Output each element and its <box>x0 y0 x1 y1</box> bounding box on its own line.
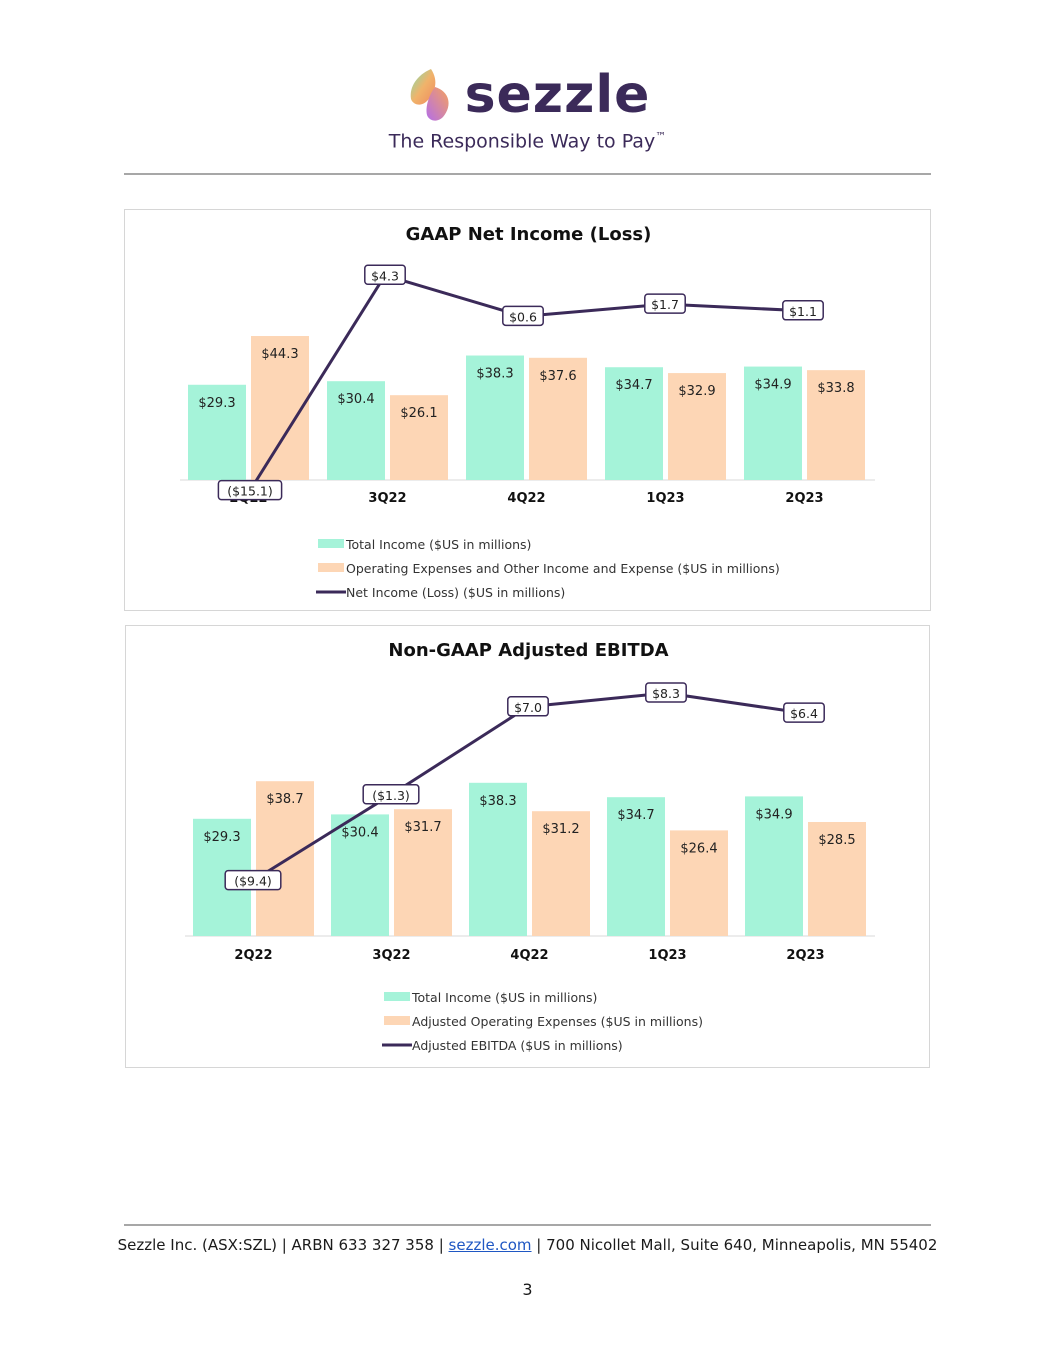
category-label-3q22: 3Q22 <box>368 491 406 506</box>
line-label-4q22: $7.0 <box>514 700 542 715</box>
footer-divider <box>124 1224 931 1226</box>
income-label-3q22: $30.4 <box>341 825 378 840</box>
line-label-2q23: $6.4 <box>790 706 818 721</box>
header-divider <box>124 173 931 175</box>
line-label-box-3q22 <box>364 264 406 286</box>
line-label-2q22: ($9.4) <box>234 874 272 889</box>
chart-title: GAAP Net Income (Loss) <box>406 224 652 245</box>
legend-swatch-1 <box>384 992 410 1001</box>
chart-title: Non-GAAP Adjusted EBITDA <box>388 640 668 661</box>
expense-label-4q22: $31.2 <box>542 822 579 837</box>
expense-bar-3q22 <box>390 395 448 480</box>
income-label-4q22: $38.3 <box>476 367 513 382</box>
legend-label-3: Net Income (Loss) ($US in millions) <box>346 585 565 600</box>
category-label-3q22: 3Q22 <box>372 948 410 963</box>
category-label-2q23: 2Q23 <box>786 948 824 963</box>
legend-label-3: Adjusted EBITDA ($US in millions) <box>412 1038 623 1053</box>
income-bar-4q22 <box>466 355 524 480</box>
adjusted-ebitda-svg: Non-GAAP Adjusted EBITDA $29.3 $38.7 2Q22 $3… <box>185 640 875 1053</box>
income-bar-4q22 <box>469 782 527 936</box>
income-label-4q22: $38.3 <box>479 794 516 809</box>
legend-label-1: Total Income ($US in millions) <box>345 537 531 552</box>
income-bar-2q23 <box>745 796 803 936</box>
line-label-box-1q23 <box>644 293 686 314</box>
income-label-1q23: $34.7 <box>617 808 654 823</box>
line-label-box-2q22 <box>224 869 282 891</box>
line-label-1q23: $1.7 <box>651 297 679 312</box>
line-label-2q23: $1.1 <box>789 304 817 319</box>
category-label-4q22: 4Q22 <box>510 948 548 963</box>
brand-logo: sezzle <box>0 60 1055 130</box>
gaap-net-income-chart: GAAP Net Income (Loss)$29.3$44.32Q22$30.… <box>124 209 931 611</box>
category-label-2q23: 2Q23 <box>785 491 823 506</box>
expense-label-2q23: $33.8 <box>817 381 854 396</box>
tagline-text: The Responsible Way to Pay <box>388 130 656 153</box>
legend-swatch-1 <box>318 539 344 548</box>
category-label-2q22: 2Q22 <box>234 948 272 963</box>
expense-label-1q23: $32.9 <box>678 384 715 399</box>
trademark-symbol: ™ <box>655 130 667 143</box>
line-label-box-2q22 <box>217 479 283 501</box>
expense-bar-4q22 <box>532 811 590 936</box>
expense-bar-1q23 <box>668 373 726 480</box>
legend-swatch-2 <box>384 1016 410 1025</box>
brand-wordmark: sezzle <box>464 65 651 125</box>
income-bar-3q22 <box>327 381 385 480</box>
page-header: sezzle The Responsible Way to Pay™ <box>0 60 1055 152</box>
expense-label-3q22: $31.7 <box>404 820 441 835</box>
income-bar-3q22 <box>331 814 389 936</box>
page-number: 3 <box>522 1280 533 1299</box>
line-label-1q23: $8.3 <box>652 686 680 701</box>
footer: Sezzle Inc. (ASX:SZL) | ARBN 633 327 358… <box>0 1236 1055 1254</box>
legend-label-2: Adjusted Operating Expenses ($US in mill… <box>412 1014 703 1029</box>
line-label-2q22: ($15.1) <box>227 484 273 499</box>
expense-label-2q22: $38.7 <box>266 792 303 807</box>
expense-bar-2q22 <box>256 781 314 936</box>
income-label-2q22: $29.3 <box>198 396 235 411</box>
income-bar-1q23 <box>607 797 665 936</box>
income-bar-1q23 <box>605 367 663 480</box>
expense-bar-2q22 <box>251 336 309 480</box>
line-label-box-2q23 <box>783 702 825 723</box>
income-bar-2q23 <box>744 366 802 480</box>
gaap-net-income-svg: GAAP Net Income (Loss)$29.3$44.32Q22$30.… <box>180 224 875 600</box>
expense-label-2q23: $28.5 <box>818 833 855 848</box>
tagline: The Responsible Way to Pay™ <box>0 130 1055 152</box>
line-label-box-4q22 <box>502 305 544 327</box>
income-label-3q22: $30.4 <box>337 392 374 407</box>
line-label-box-2q23 <box>782 300 824 321</box>
adjusted-ebitda-chart: Non-GAAP Adjusted EBITDA $29.3 $38.7 2Q22 $3… <box>125 625 930 1068</box>
footer-website-link[interactable]: sezzle.com <box>448 1236 532 1254</box>
expense-bar-4q22 <box>529 357 587 480</box>
expense-label-3q22: $26.1 <box>400 406 437 421</box>
legend-label-2: Operating Expenses and Other Income and … <box>346 561 780 576</box>
income-label-2q22: $29.3 <box>203 830 240 845</box>
footer-company-info: Sezzle Inc. (ASX:SZL) | ARBN 633 327 358… <box>117 1236 449 1254</box>
expense-label-4q22: $37.6 <box>539 369 576 384</box>
income-label-1q23: $34.7 <box>615 378 652 393</box>
income-label-2q23: $34.9 <box>755 807 792 822</box>
line-label-3q22: ($1.3) <box>372 788 410 803</box>
expense-bar-2q23 <box>808 822 866 936</box>
legend-label-1: Total Income ($US in millions) <box>411 990 597 1005</box>
category-label-4q22: 4Q22 <box>507 491 545 506</box>
line-label-3q22: $4.3 <box>371 268 399 283</box>
expense-label-2q22: $44.3 <box>261 347 298 362</box>
legend-swatch-2 <box>318 563 344 572</box>
footer-address: | 700 Nicollet Mall, Suite 640, Minneapo… <box>531 1236 938 1254</box>
line-label-box-1q23 <box>645 682 687 703</box>
category-label-1q23: 1Q23 <box>646 491 684 506</box>
expense-bar-1q23 <box>670 830 728 936</box>
line-label-4q22: $0.6 <box>509 309 537 324</box>
line-label-box-3q22 <box>362 784 420 805</box>
line-label-box-4q22 <box>507 696 549 717</box>
income-bar-2q22 <box>188 384 246 480</box>
expense-bar-3q22 <box>394 809 452 936</box>
expense-label-1q23: $26.4 <box>680 841 717 856</box>
income-label-2q23: $34.9 <box>754 378 791 393</box>
expense-bar-2q23 <box>807 370 865 480</box>
sezzle-logo-icon <box>410 69 449 121</box>
category-label-1q23: 1Q23 <box>648 948 686 963</box>
